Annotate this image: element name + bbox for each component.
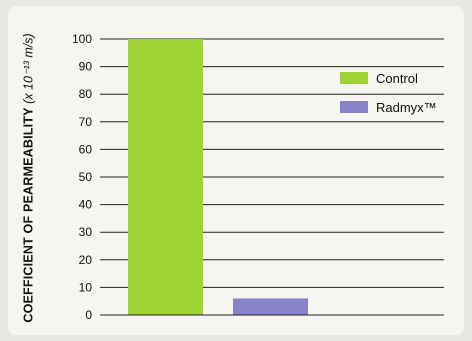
- y-tick-label-50: 50: [79, 170, 93, 184]
- bar-control: [128, 39, 203, 315]
- y-axis-label-units: (x 10⁻¹³ m/s): [21, 33, 36, 104]
- chart-card: [8, 6, 464, 335]
- y-tick-label-70: 70: [79, 115, 93, 129]
- legend-item-radmyx: Radmyx™: [340, 99, 437, 115]
- y-tick-label-60: 60: [79, 142, 93, 156]
- y-tick-label-40: 40: [79, 198, 93, 212]
- y-axis-label: COEFFICIENT OF PEARMEABILITY (x 10⁻¹³ m/…: [21, 33, 36, 322]
- y-tick-label-0: 0: [85, 308, 92, 322]
- bar-radmyx: [233, 298, 308, 315]
- legend-item-control: Control: [340, 70, 418, 86]
- y-tick-label-10: 10: [79, 280, 93, 294]
- y-tick-label-80: 80: [79, 87, 93, 101]
- y-tick-label-100: 100: [72, 32, 92, 46]
- y-tick-label-90: 90: [79, 60, 93, 74]
- y-tick-label-30: 30: [79, 225, 93, 239]
- legend-swatch-radmyx: [340, 101, 368, 113]
- y-tick-label-20: 20: [79, 253, 93, 267]
- legend-swatch-control: [340, 72, 368, 84]
- y-axis-label-text: COEFFICIENT OF PEARMEABILITY: [21, 107, 36, 323]
- legend-label-radmyx: Radmyx™: [376, 99, 437, 115]
- legend-label-control: Control: [376, 70, 418, 86]
